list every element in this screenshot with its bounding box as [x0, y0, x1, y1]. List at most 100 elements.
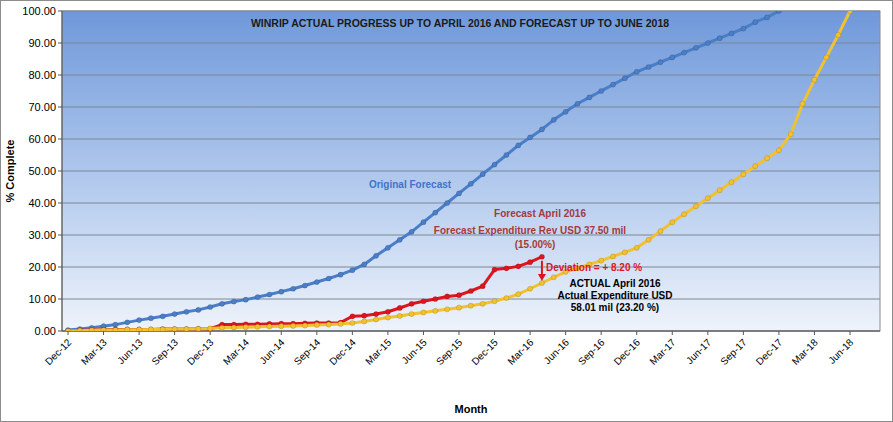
series-marker [764, 156, 769, 161]
series-marker [385, 245, 390, 250]
y-tick [58, 139, 62, 140]
series-marker [136, 327, 141, 331]
y-tick-label: 90.00 [28, 37, 56, 49]
series-marker [385, 315, 390, 320]
annotation: Actual Expenditure USD [557, 290, 672, 301]
series-marker [65, 327, 70, 331]
series-marker [812, 77, 817, 82]
x-tick-label: Sep-13 [149, 336, 180, 367]
y-tick-label: 10.00 [28, 293, 56, 305]
series-marker [219, 301, 224, 306]
series-marker [184, 309, 189, 314]
series-line [68, 257, 542, 331]
grid-line [62, 139, 880, 140]
series-marker [622, 250, 627, 255]
series-marker [788, 132, 793, 137]
series-marker [113, 327, 118, 331]
x-tick-label: Jun-17 [684, 336, 714, 366]
series-marker [125, 320, 130, 325]
grid-line [62, 171, 880, 172]
series-marker [255, 294, 260, 299]
series-marker [527, 260, 532, 265]
series-marker [148, 316, 153, 321]
series-marker [421, 310, 426, 315]
series-marker [338, 321, 343, 326]
series-marker [196, 326, 201, 331]
series-marker [717, 36, 722, 41]
series-marker [101, 327, 106, 331]
x-tick-label: Jun-18 [826, 336, 856, 366]
series-marker [397, 237, 402, 242]
x-tick-label: Mar-15 [363, 336, 393, 366]
series-marker [172, 326, 177, 331]
y-tick-label: 20.00 [28, 261, 56, 273]
y-tick-label: 30.00 [28, 229, 56, 241]
y-tick [58, 235, 62, 236]
series-marker [397, 305, 402, 310]
series-marker [409, 229, 414, 234]
series-marker [184, 326, 189, 331]
series-marker [741, 26, 746, 31]
series-marker [717, 188, 722, 193]
series-marker [527, 135, 532, 140]
series-marker [196, 326, 201, 331]
x-tick [494, 331, 495, 335]
chart: 0.0010.0020.0030.0040.0050.0060.0070.008… [0, 0, 893, 422]
series-marker [445, 294, 450, 299]
x-tick [707, 331, 708, 335]
series-marker [456, 305, 461, 310]
series-marker [527, 286, 532, 291]
x-tick [530, 331, 531, 335]
series-marker [776, 148, 781, 153]
series-marker [646, 64, 651, 69]
series-marker [136, 327, 141, 331]
x-tick-label: Mar-13 [79, 336, 109, 366]
series-marker [693, 204, 698, 209]
x-tick-label: Sep-16 [576, 336, 607, 367]
series-marker [658, 229, 663, 234]
series-marker [824, 55, 829, 60]
series-marker [800, 101, 805, 106]
x-tick-label: Jun-15 [399, 336, 429, 366]
series-marker [587, 95, 592, 100]
series-marker [764, 15, 769, 20]
y-tick-label: 70.00 [28, 101, 56, 113]
series-marker [314, 279, 319, 284]
series-name-label: Forecast April 2016 [494, 208, 586, 219]
series-marker [516, 264, 521, 269]
series-marker [267, 292, 272, 297]
series-marker [243, 325, 248, 330]
grid-line [62, 203, 880, 204]
y-tick [58, 203, 62, 204]
series-marker [350, 268, 355, 273]
x-tick [174, 331, 175, 335]
series-name-label: ACTUAL April 2016 [569, 278, 661, 289]
annotation: (15.00%) [515, 239, 556, 250]
series-marker [634, 245, 639, 250]
series-marker [338, 272, 343, 277]
series-marker [255, 324, 260, 329]
series-marker [492, 162, 497, 167]
x-tick-label: Dec-14 [327, 336, 358, 367]
series-marker [456, 293, 461, 298]
series-marker [682, 212, 687, 217]
series-marker [279, 324, 284, 329]
series-marker [279, 289, 284, 294]
series-marker [208, 326, 213, 331]
grid-line [62, 11, 880, 12]
series-marker [101, 327, 106, 331]
x-tick-label: Sep-17 [718, 336, 749, 367]
series-marker [125, 327, 130, 331]
series-line [68, 11, 779, 330]
series-marker [373, 317, 378, 322]
grid-line [62, 43, 880, 44]
series-marker [753, 164, 758, 169]
series-marker [670, 220, 675, 225]
grid-line [62, 299, 880, 300]
series-marker [172, 326, 177, 331]
series-marker [776, 11, 781, 14]
y-tick-label: 40.00 [28, 197, 56, 209]
y-axis-label: % Complete [4, 140, 16, 203]
series-marker [219, 325, 224, 330]
x-tick [565, 331, 566, 335]
